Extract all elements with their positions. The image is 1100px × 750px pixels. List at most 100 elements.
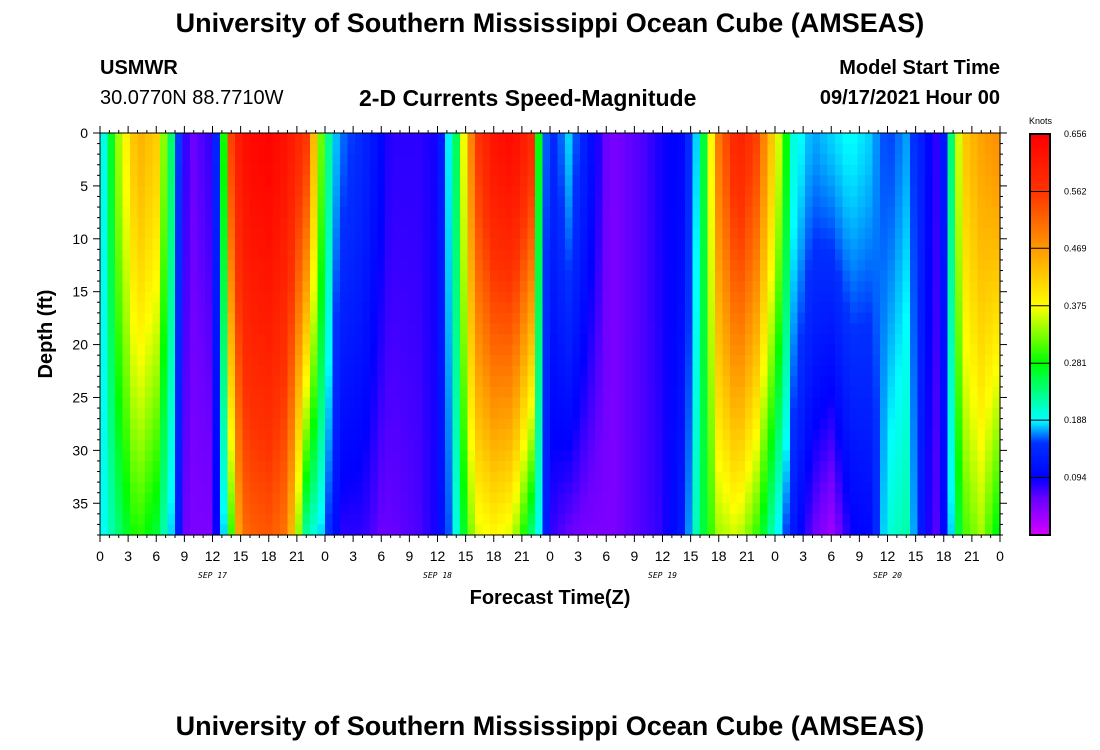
heatmap-cell	[152, 164, 161, 176]
heatmap-cell	[362, 376, 371, 388]
heatmap-cell	[805, 154, 814, 166]
heatmap-cell	[902, 492, 911, 504]
heatmap-cell	[970, 482, 979, 494]
heatmap-cell	[670, 259, 679, 272]
heatmap-cell	[647, 196, 656, 208]
heatmap-cell	[970, 323, 979, 335]
heatmap-cell	[767, 334, 776, 346]
heatmap-cell	[422, 154, 431, 166]
heatmap-cell	[985, 503, 994, 515]
heatmap-cell	[107, 355, 116, 367]
heatmap-cell	[917, 439, 926, 451]
heatmap-cell	[392, 524, 401, 536]
heatmap-cell	[400, 291, 409, 303]
heatmap-cell	[460, 365, 469, 377]
heatmap-cell	[925, 196, 934, 208]
heatmap-cell	[655, 249, 664, 261]
heatmap-cell	[677, 429, 686, 441]
heatmap-cell	[317, 164, 326, 176]
heatmap-cell	[422, 238, 431, 250]
heatmap-cell	[130, 365, 139, 377]
heatmap-cell	[925, 355, 934, 367]
heatmap-cell	[400, 482, 409, 494]
heatmap-cell	[137, 175, 146, 187]
heatmap-cell	[227, 302, 236, 314]
heatmap-cell	[407, 217, 416, 229]
heatmap-cell	[377, 207, 386, 219]
heatmap-cell	[992, 164, 1001, 176]
heatmap-cell	[302, 302, 311, 314]
heatmap-cell	[370, 524, 379, 536]
heatmap-cell	[557, 471, 566, 483]
heatmap-cell	[542, 513, 551, 526]
heatmap-cell	[542, 344, 551, 356]
heatmap-cell	[310, 429, 319, 441]
heatmap-cell	[925, 143, 934, 155]
heatmap-cell	[887, 503, 896, 515]
heatmap-cell	[572, 154, 581, 166]
heatmap-cell	[587, 513, 596, 526]
heatmap-cell	[685, 386, 694, 399]
heatmap-cell	[610, 249, 619, 261]
heatmap-cell	[167, 482, 176, 494]
heatmap-cell	[340, 164, 349, 176]
heatmap-cell	[302, 207, 311, 219]
heatmap-cell	[977, 302, 986, 314]
heatmap-cell	[317, 460, 326, 473]
heatmap-cell	[235, 524, 244, 536]
heatmap-cell	[955, 217, 964, 229]
heatmap-cell	[565, 154, 574, 166]
heatmap-cell	[392, 376, 401, 388]
heatmap-cell	[542, 133, 551, 145]
heatmap-cell	[752, 175, 761, 187]
heatmap-cell	[677, 143, 686, 155]
heatmap-cell	[662, 154, 671, 166]
heatmap-cell	[992, 154, 1001, 166]
x-day-label: SEP 17	[198, 571, 227, 580]
heatmap-cell	[242, 460, 251, 473]
heatmap-cell	[437, 397, 446, 409]
heatmap-cell	[490, 418, 499, 430]
heatmap-cell	[340, 524, 349, 536]
heatmap-cell	[850, 259, 859, 272]
heatmap-cell	[872, 524, 881, 536]
heatmap-cell	[190, 355, 199, 367]
heatmap-cell	[347, 154, 356, 166]
heatmap-cell	[617, 196, 626, 208]
heatmap-cell	[340, 259, 349, 272]
heatmap-cell	[925, 450, 934, 462]
heatmap-cell	[355, 302, 364, 314]
heatmap-cell	[730, 513, 739, 526]
heatmap-cell	[257, 513, 266, 526]
heatmap-cell	[250, 154, 259, 166]
heatmap-cell	[445, 376, 454, 388]
heatmap-cell	[347, 302, 356, 314]
heatmap-cell	[595, 228, 604, 240]
heatmap-cell	[812, 408, 821, 420]
heatmap-cell	[602, 133, 611, 145]
heatmap-cell	[370, 154, 379, 166]
heatmap-cell	[212, 471, 221, 483]
heatmap-cell	[272, 439, 281, 451]
heatmap-cell	[490, 133, 499, 145]
heatmap-cell	[670, 450, 679, 462]
heatmap-cell	[880, 133, 889, 145]
heatmap-cell	[910, 355, 919, 367]
heatmap-cell	[835, 270, 844, 282]
heatmap-cell	[415, 344, 424, 356]
heatmap-cell	[625, 355, 634, 367]
heatmap-cell	[850, 133, 859, 145]
heatmap-cell	[527, 334, 536, 346]
heatmap-cell	[182, 312, 191, 325]
heatmap-cell	[107, 418, 116, 430]
heatmap-cell	[835, 133, 844, 145]
heatmap-cell	[572, 439, 581, 451]
heatmap-cell	[452, 429, 461, 441]
heatmap-cell	[347, 503, 356, 515]
heatmap-cell	[437, 344, 446, 356]
heatmap-cell	[452, 228, 461, 240]
heatmap-cell	[145, 376, 154, 388]
heatmap-cell	[385, 238, 394, 250]
heatmap-cell	[167, 386, 176, 399]
heatmap-cell	[535, 365, 544, 377]
